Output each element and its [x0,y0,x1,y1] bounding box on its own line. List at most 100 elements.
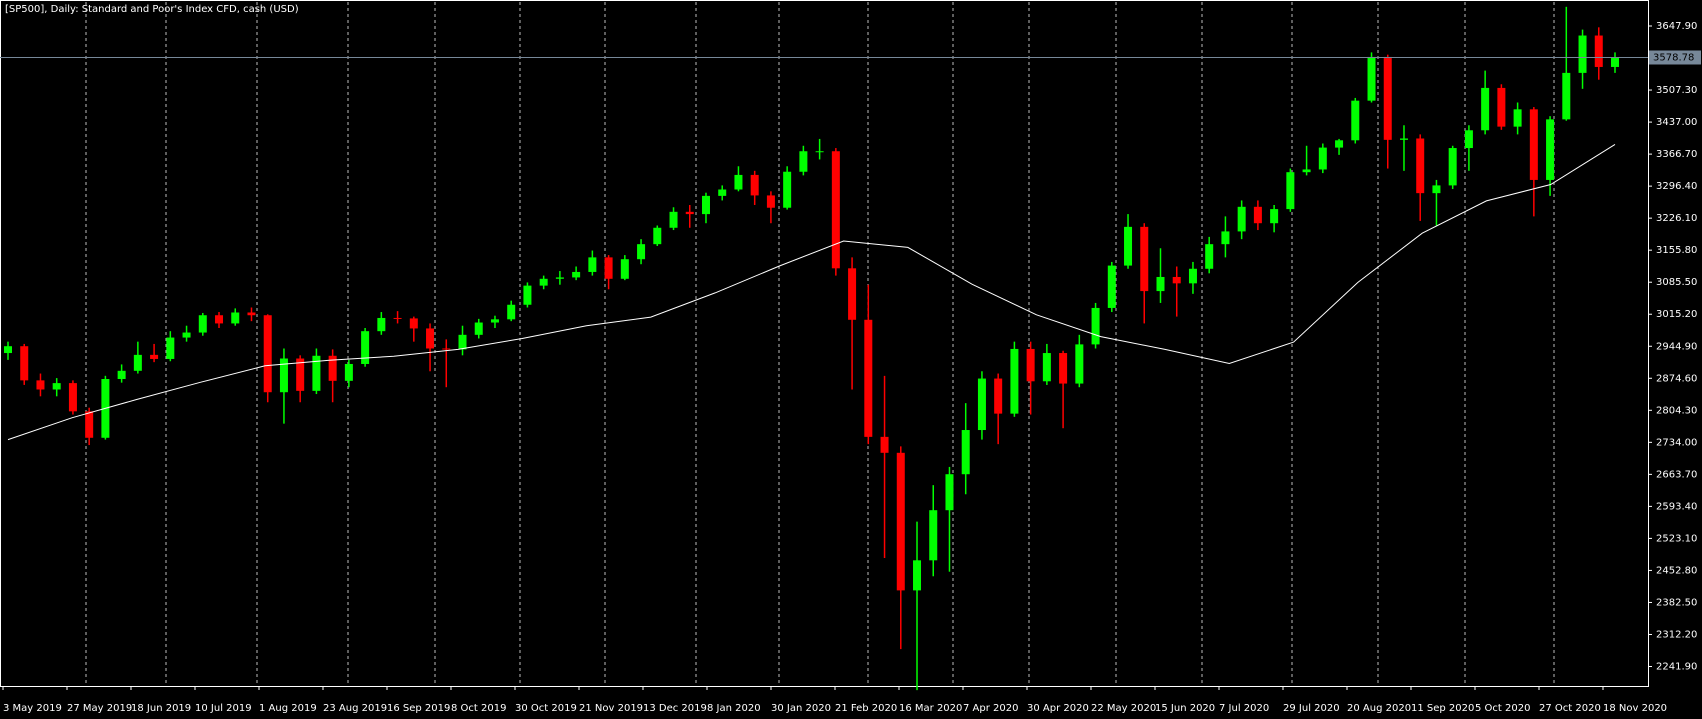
candle-body [1399,138,1408,140]
y-tick-label: 3647.90 [1656,21,1697,32]
candle-body [426,328,435,349]
x-tick-label: 22 May 2020 [1091,703,1156,714]
candle-body [1302,169,1311,173]
candle-body [864,319,873,437]
candle-body [312,355,321,391]
candle-body [637,244,646,260]
candle-body [1481,87,1490,131]
x-tick-label: 30 Jan 2020 [771,703,831,714]
moving-average-line [7,143,1616,441]
x-tick-label: 18 Jun 2019 [131,703,191,714]
candle-body [1335,140,1344,148]
candle-body [523,285,532,305]
y-tick-label: 2874.60 [1656,373,1697,384]
candle-body [653,227,662,245]
y-tick-label: 3015.20 [1656,309,1697,320]
candle-body [474,322,483,335]
candle-body [20,346,29,381]
candle-body [1546,119,1555,180]
candle-body [1026,348,1035,382]
y-tick-label: 2382.50 [1656,597,1697,608]
x-tick-label: 27 May 2019 [67,703,132,714]
chart-title: [SP500], Daily: Standard and Poor's Inde… [5,4,299,15]
y-tick-label: 2804.30 [1656,405,1697,416]
candle-body [1611,57,1619,67]
x-tick-label: 8 Oct 2019 [451,703,506,714]
candle-body [929,510,938,561]
candle-body [766,195,775,208]
candle-body [1188,268,1197,284]
x-tick-label: 1 Aug 2019 [259,703,317,714]
candle-body [4,346,12,354]
candle-body [685,211,694,215]
candle-body [880,436,889,453]
candle-body [490,319,499,323]
candle-body [1124,226,1133,266]
candle-body [247,312,256,316]
candle-body [555,277,564,279]
candle-body [701,195,710,215]
x-tick-label: 7 Jul 2020 [1219,703,1269,714]
plot-frame [0,0,1649,687]
x-tick-label: 27 Oct 2020 [1539,703,1601,714]
candle-body [1529,109,1538,180]
candle-body [393,317,402,319]
y-tick-label: 3296.40 [1656,181,1697,192]
candle-body [1253,206,1262,224]
x-tick-label: 11 Sep 2020 [1411,703,1474,714]
x-tick-label: 29 Jul 2020 [1283,703,1340,714]
candle-body [896,452,905,591]
candle-body [734,174,743,190]
x-tick-label: 10 Jul 2019 [195,703,252,714]
candle-body [117,370,126,380]
candle-body [1286,172,1295,210]
candle-body [1594,35,1603,67]
candle-body [1140,226,1149,292]
y-tick-label: 3366.70 [1656,149,1697,160]
candle-body [133,354,142,371]
candle-body [620,259,629,279]
candle-body [182,332,191,338]
x-tick-label: 7 Apr 2020 [963,703,1018,714]
candle-body [750,174,759,196]
candle-body [604,257,613,279]
candle-body [1221,231,1230,245]
x-tick-label: 5 Oct 2020 [1475,703,1530,714]
candle-body [1448,148,1457,186]
x-tick-label: 13 Dec 2019 [643,703,707,714]
candle-body [68,383,77,412]
candle-body [409,318,418,329]
y-tick-label: 2593.40 [1656,501,1697,512]
candle-body [1351,100,1360,141]
candle-body [1416,138,1425,194]
candle-body [783,171,792,208]
x-tick-label: 20 Aug 2020 [1347,703,1411,714]
candle-body [1091,307,1100,345]
candle-body [848,268,857,320]
candle-body [572,271,581,278]
candle-body [977,378,986,431]
y-tick-label: 2663.70 [1656,469,1697,480]
candle-body [1205,244,1214,269]
candle-body [588,257,597,272]
candle-body [328,355,337,381]
x-tick-label: 30 Oct 2019 [515,703,577,714]
candle-body [1107,265,1116,308]
candle-body [669,211,678,228]
candle-body [1042,353,1051,382]
y-tick-label: 2241.90 [1656,662,1697,673]
candle-body [198,315,207,333]
candle-body [458,334,467,350]
candle-body [166,337,175,359]
candle-body [361,331,370,364]
candle-body [52,383,61,390]
x-tick-label: 16 Mar 2020 [899,703,962,714]
candle-body [1156,276,1165,292]
candle-body [831,151,840,269]
candle-body [1172,276,1181,284]
candle-body [913,560,922,591]
y-tick-label: 3226.10 [1656,213,1697,224]
candle-body [1513,109,1522,127]
